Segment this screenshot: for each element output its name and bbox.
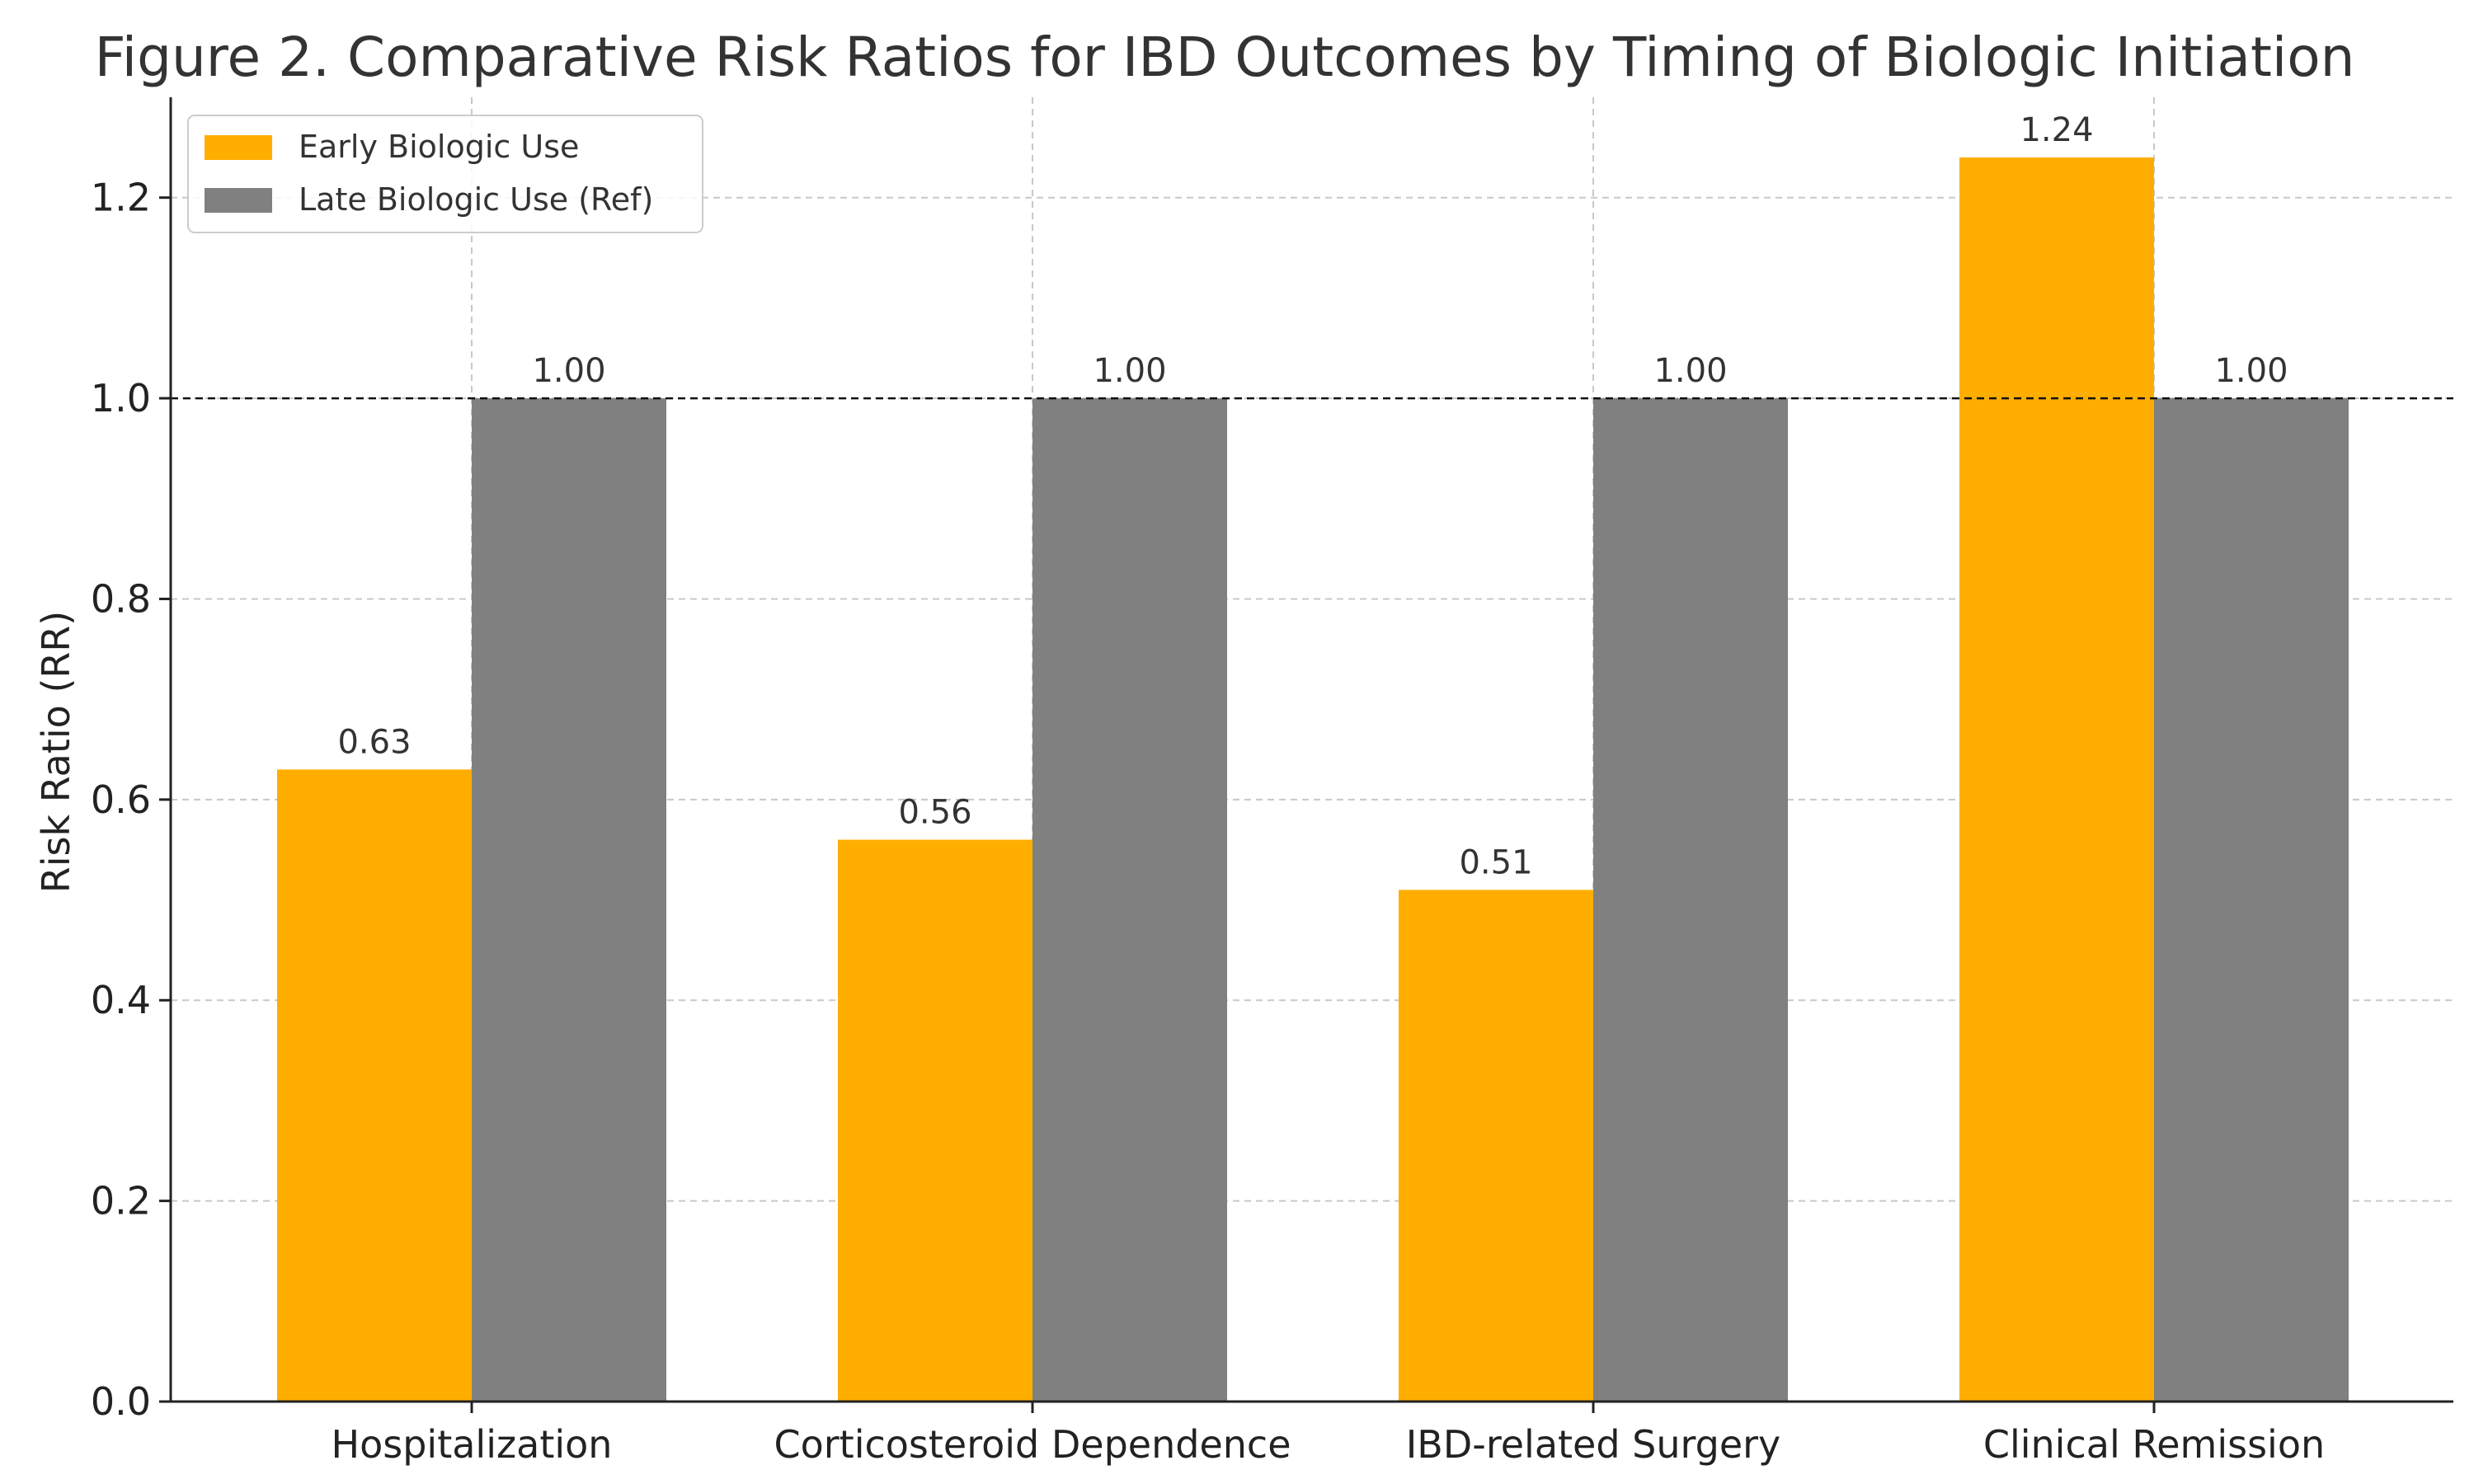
y-tick-label: 1.0 (91, 376, 151, 420)
y-tick-label: 0.4 (91, 978, 151, 1022)
bar-late-biologic (1032, 398, 1227, 1402)
y-tick-labels: 0.0 0.2 0.4 0.6 0.8 1.0 1.2 (91, 176, 151, 1424)
bar-value-label: 0.51 (1459, 843, 1532, 881)
bar-value-label: 0.56 (898, 794, 971, 832)
bars (277, 157, 2349, 1402)
bar-value-label: 0.63 (337, 723, 411, 761)
legend: Early Biologic Use Late Biologic Use (Ref… (187, 115, 703, 233)
bar-late-biologic (1593, 398, 1788, 1402)
bar-early-biologic (277, 769, 472, 1402)
y-tick-label: 1.2 (91, 176, 151, 220)
bar-late-biologic (472, 398, 666, 1402)
legend-box (187, 115, 703, 233)
bar-early-biologic (838, 839, 1032, 1402)
legend-entry: Late Biologic Use (Ref) (299, 181, 653, 218)
bar-value-label: 1.24 (2020, 111, 2093, 149)
x-category-label: Hospitalization (332, 1422, 613, 1467)
x-category-label: Corticosteroid Dependence (774, 1422, 1291, 1467)
y-tick-label: 0.6 (91, 777, 151, 822)
y-tick-label: 0.8 (91, 576, 151, 621)
data-labels: 0.63 0.56 0.51 1.24 1.00 1.00 1.00 1.00 (337, 111, 2288, 881)
y-tick-label: 0.0 (91, 1379, 151, 1424)
chart-title: Figure 2. Comparative Risk Ratios for IB… (95, 26, 2355, 89)
y-tick-label: 0.2 (91, 1179, 151, 1223)
x-category-labels: Hospitalization Corticosteroid Dependence… (332, 1422, 2326, 1467)
bar-value-label: 1.00 (2214, 352, 2288, 390)
bar-value-label: 1.00 (532, 352, 605, 390)
x-category-label: Clinical Remission (1983, 1422, 2325, 1467)
legend-swatch (205, 188, 272, 213)
bar-early-biologic (1959, 157, 2154, 1402)
legend-entry: Early Biologic Use (299, 129, 579, 165)
x-category-label: IBD-related Surgery (1406, 1422, 1781, 1467)
bar-early-biologic (1399, 890, 1593, 1402)
bar-late-biologic (2154, 398, 2349, 1402)
legend-swatch (205, 135, 272, 160)
axes (159, 97, 2453, 1413)
y-axis-label: Risk Ratio (RR) (34, 611, 78, 894)
bar-value-label: 1.00 (1653, 352, 1727, 390)
bar-value-label: 1.00 (1093, 352, 1166, 390)
